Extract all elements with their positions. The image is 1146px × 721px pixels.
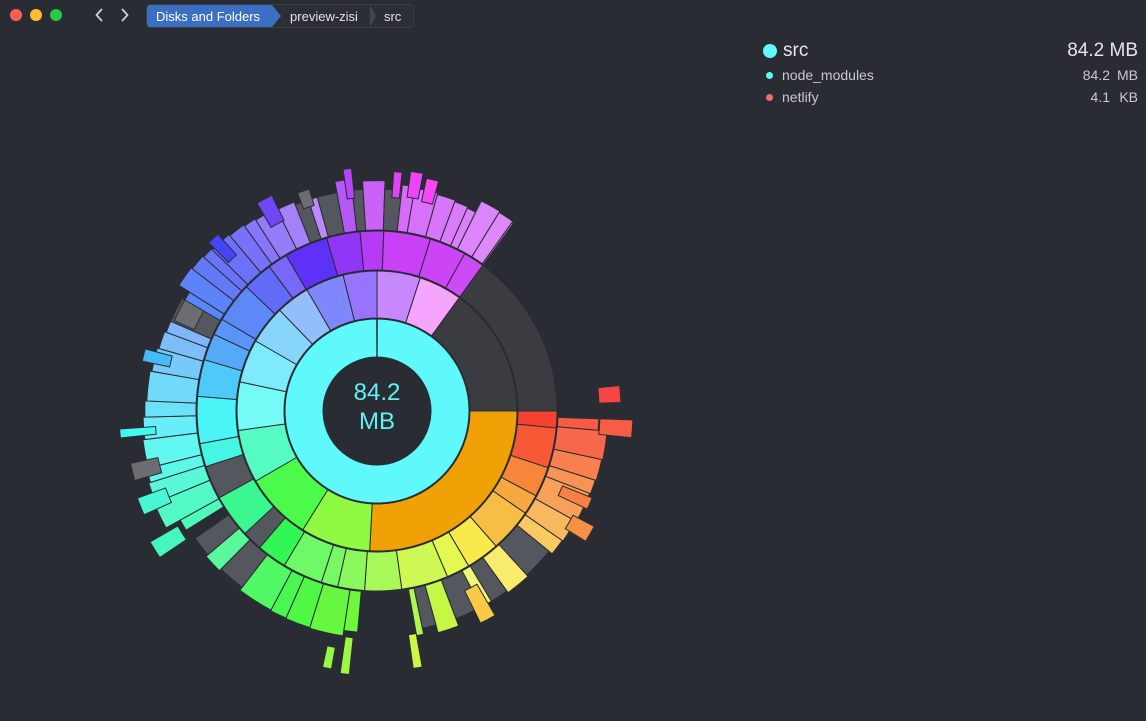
legend-item-size: 4.1	[1090, 89, 1110, 105]
legend-item-netlify[interactable]: netlify 4.1 KB	[762, 86, 1138, 108]
sunburst-spike[interactable]	[407, 632, 423, 670]
navigation-controls	[88, 4, 136, 26]
center-size-unit: MB	[359, 408, 395, 435]
center-size-label: 84.2 MB	[327, 378, 427, 436]
sunburst-ring-node-modules[interactable]	[284, 318, 470, 504]
sunburst-segment[interactable]	[364, 550, 403, 592]
breadcrumb-disks-and-folders[interactable]: Disks and Folders	[147, 5, 282, 27]
sunburst-segment-unknown[interactable]	[459, 264, 558, 412]
legend-header[interactable]: src 84.2 MB	[762, 38, 1138, 64]
sunburst-spike[interactable]	[339, 636, 354, 676]
sunburst-segment[interactable]	[196, 395, 239, 445]
sunburst-spike[interactable]	[598, 418, 634, 439]
legend-item-name: node_modules	[782, 67, 874, 83]
chevron-right-icon	[121, 8, 129, 22]
legend-header-dot	[763, 44, 777, 58]
sunburst-segment[interactable]	[481, 221, 514, 266]
legend-header-name: src	[783, 40, 809, 61]
sunburst-spike[interactable]	[342, 167, 356, 200]
legend-item-size: 84.2	[1082, 67, 1110, 83]
close-window-button[interactable]	[10, 9, 22, 21]
legend-header-size: 84.2 MB	[1067, 40, 1138, 61]
legend-panel: src 84.2 MB node_modules 84.2 MB netlify…	[762, 38, 1138, 108]
sunburst-spike[interactable]	[141, 348, 173, 368]
sunburst-segment[interactable]	[369, 410, 518, 552]
sunburst-spike[interactable]	[391, 171, 403, 199]
sunburst-spike[interactable]	[564, 514, 595, 543]
chevron-left-icon	[95, 8, 103, 22]
sunburst-spike[interactable]	[557, 485, 593, 510]
center-size-value: 84.2	[353, 379, 401, 406]
sunburst-spike[interactable]	[597, 384, 622, 404]
sunburst-segment[interactable]	[362, 180, 386, 231]
breadcrumb: Disks and Folders preview-zisi src	[146, 4, 415, 28]
sunburst-spike[interactable]	[256, 194, 285, 229]
sunburst-segment-muted[interactable]	[194, 514, 240, 556]
sunburst-center[interactable]	[324, 358, 430, 464]
maximize-window-button[interactable]	[50, 9, 62, 21]
legend-item-dot	[766, 93, 773, 101]
back-button[interactable]	[88, 4, 110, 26]
sunburst-spike[interactable]	[149, 525, 188, 559]
legend-item-unit: KB	[1119, 89, 1138, 105]
sunburst-spike[interactable]	[420, 177, 440, 205]
sunburst-chart[interactable]	[0, 0, 760, 721]
minimize-window-button[interactable]	[30, 9, 42, 21]
forward-button[interactable]	[114, 4, 136, 26]
breadcrumb-src[interactable]: src	[369, 5, 414, 27]
legend-item-name: netlify	[782, 89, 819, 105]
breadcrumb-preview-zisi[interactable]: preview-zisi	[272, 5, 376, 27]
sunburst-spike[interactable]	[119, 425, 157, 439]
sunburst-segment-unknown[interactable]	[430, 297, 518, 412]
sunburst-spike[interactable]	[297, 188, 315, 210]
sunburst-segment[interactable]	[407, 587, 425, 637]
legend-item-node-modules[interactable]: node_modules 84.2 MB	[762, 64, 1138, 86]
sunburst-segment[interactable]	[144, 400, 197, 418]
sunburst-spike[interactable]	[173, 299, 205, 331]
sunburst-spike[interactable]	[136, 487, 173, 516]
sunburst-segment[interactable]	[359, 230, 385, 272]
legend-item-unit: MB	[1117, 67, 1138, 83]
window-controls	[10, 9, 62, 21]
sunburst-spike[interactable]	[406, 170, 424, 200]
sunburst-spike[interactable]	[208, 233, 238, 264]
sunburst-spike[interactable]	[464, 583, 496, 624]
legend-item-dot	[766, 71, 773, 79]
sunburst-spike[interactable]	[129, 456, 163, 482]
sunburst-spike[interactable]	[321, 645, 336, 670]
